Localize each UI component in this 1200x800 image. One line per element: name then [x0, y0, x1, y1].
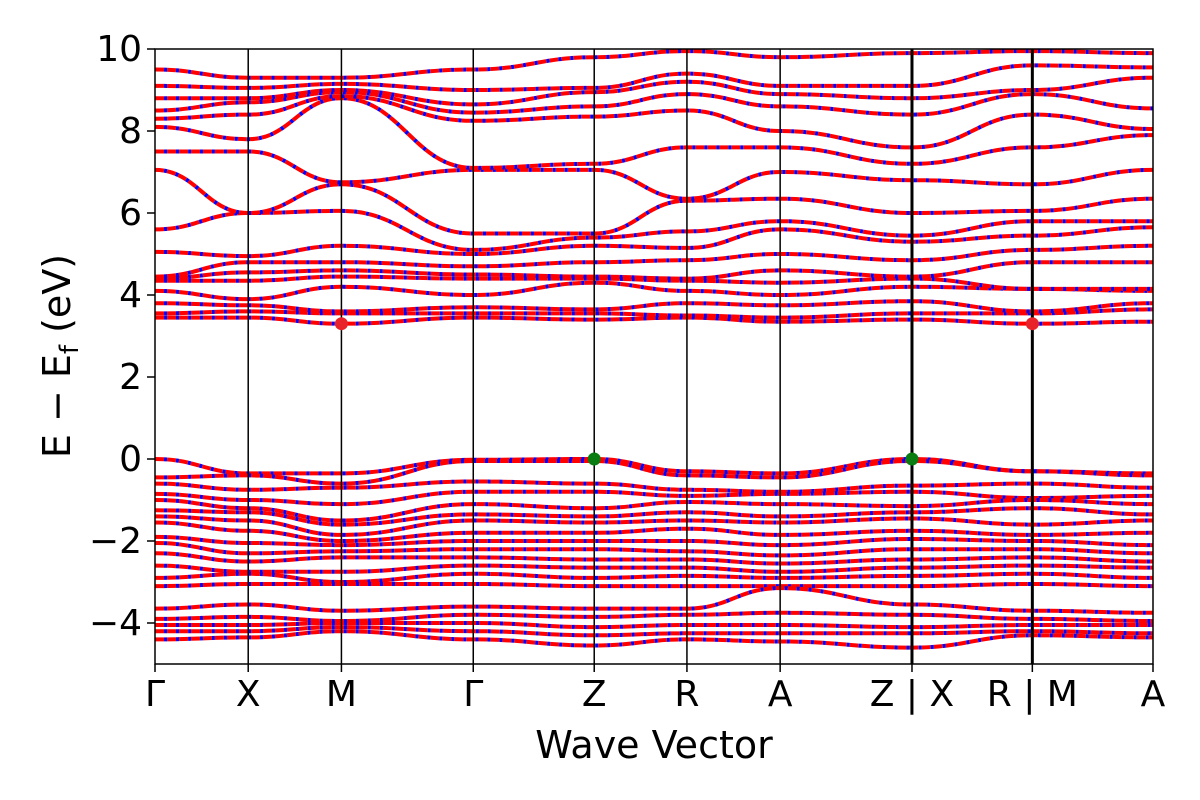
x-tick-label: Γ: [463, 674, 483, 715]
band-line-red: [155, 625, 1153, 638]
band-line-red: [155, 620, 1153, 630]
band-line-red: [155, 551, 1153, 566]
x-tick-label: R: [674, 674, 699, 715]
band-line-red: [155, 456, 1153, 476]
band-line-red: [155, 167, 1153, 236]
band-line-blue: [155, 260, 1153, 281]
band-line-red: [155, 280, 1153, 302]
band-line-blue: [155, 225, 1153, 259]
band-line-red: [155, 49, 1153, 80]
x-axis-label: Wave Vector: [535, 723, 773, 767]
x-tick-label: Z: [582, 674, 607, 715]
y-axis-label-unit: (eV): [35, 254, 79, 345]
band-line-red: [155, 629, 1153, 650]
band-line-blue: [155, 586, 1153, 615]
band-line-blue: [155, 629, 1153, 650]
kpoint-vertical-lines: [247, 49, 1034, 664]
band-line-blue: [155, 167, 1153, 236]
band-line-blue: [155, 506, 1153, 527]
band-line-red: [155, 315, 1153, 326]
band-line-red: [155, 489, 1153, 507]
cbm-marker: [1025, 317, 1039, 331]
band-line-red: [155, 225, 1153, 259]
band-line-red: [155, 307, 1153, 320]
band-line-red: [155, 514, 1153, 537]
band-line-blue: [155, 63, 1153, 93]
y-axis-label: E − Ef (eV): [35, 254, 85, 458]
band-line-red: [155, 149, 1153, 201]
band-line-red: [155, 581, 1153, 589]
band-line-red: [155, 563, 1153, 574]
band-line-red: [155, 586, 1153, 615]
band-line-red: [155, 94, 1153, 150]
band-line-red: [155, 243, 1153, 279]
band-line-red: [155, 506, 1153, 527]
y-tick-label: 10: [96, 29, 142, 70]
band-line-red: [155, 497, 1153, 523]
band-line-blue: [155, 90, 1153, 117]
x-tick-label: X: [236, 674, 261, 715]
band-line-blue: [155, 479, 1153, 494]
band-line-blue: [155, 458, 1153, 486]
band-line-red: [155, 96, 1153, 170]
vbm-marker: [905, 452, 919, 466]
band-line-red: [155, 75, 1153, 107]
band-lines: [155, 49, 1153, 650]
band-line-blue: [155, 243, 1153, 279]
x-axis-ticks: Γ X M Γ Z R A Z | X R | M A: [145, 664, 1166, 715]
band-line-blue: [155, 551, 1153, 566]
band-line-blue: [155, 571, 1153, 585]
band-line-red: [155, 458, 1153, 486]
band-line-red: [155, 90, 1153, 117]
y-tick-label: 2: [119, 357, 142, 398]
band-line-blue: [155, 208, 1153, 252]
x-tick-label: A: [768, 674, 793, 715]
plot-frame: [154, 48, 1154, 665]
y-tick-label: −2: [89, 521, 142, 562]
band-line-blue: [155, 497, 1153, 523]
band-line-red: [155, 610, 1153, 624]
y-axis-ticks: 10 8 6 4 2 0 −2 −4: [89, 29, 155, 644]
y-axis-label-subscript: f: [55, 344, 85, 354]
band-line-red: [155, 534, 1153, 548]
band-line-blue: [155, 49, 1153, 80]
vbm-marker: [587, 452, 601, 466]
band-line-blue: [155, 520, 1153, 544]
band-line-red: [155, 208, 1153, 252]
band-line-red: [155, 520, 1153, 544]
band-line-red: [155, 299, 1153, 314]
band-line-red: [155, 274, 1153, 291]
y-tick-label: 4: [119, 275, 142, 316]
band-line-red: [155, 260, 1153, 281]
band-line-red: [155, 479, 1153, 494]
cbm-marker: [334, 317, 348, 331]
x-tick-label: Γ: [145, 674, 165, 715]
band-line-blue: [155, 94, 1153, 150]
y-tick-label: −4: [89, 603, 142, 644]
y-tick-label: 6: [119, 193, 142, 234]
x-tick-label: Z | X: [870, 674, 954, 715]
y-tick-label: 0: [119, 439, 142, 480]
band-line-blue: [155, 75, 1153, 107]
band-line-red: [155, 63, 1153, 93]
band-line-red: [155, 571, 1153, 585]
extrema-markers: [334, 317, 1039, 466]
band-line-red: [155, 541, 1153, 558]
x-tick-label: A: [1141, 674, 1166, 715]
x-tick-label: R | M: [987, 674, 1078, 715]
band-line-blue: [155, 149, 1153, 201]
y-tick-label: 8: [119, 111, 142, 152]
band-line-blue: [155, 299, 1153, 314]
y-axis-label-main: E − E: [35, 354, 79, 458]
x-tick-label: M: [326, 674, 357, 715]
